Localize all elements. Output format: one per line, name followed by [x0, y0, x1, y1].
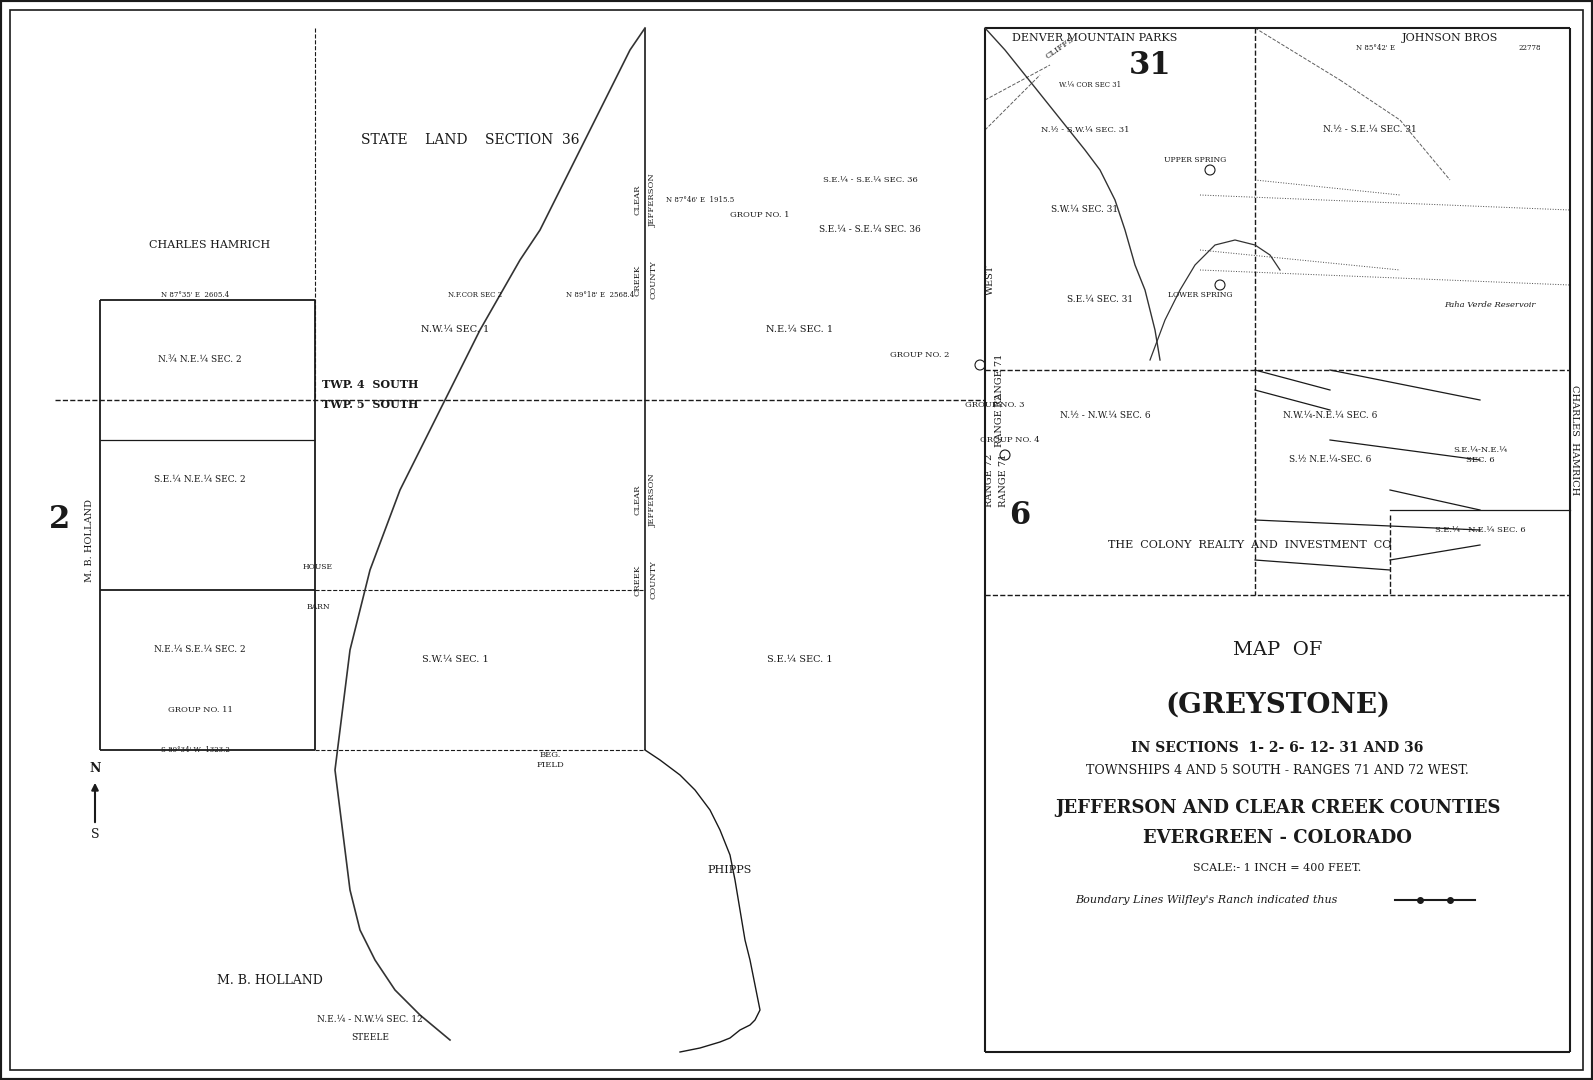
Text: RANGE 71: RANGE 71	[999, 454, 1007, 507]
Text: 2: 2	[49, 504, 70, 536]
Text: DENVER MOUNTAIN PARKS: DENVER MOUNTAIN PARKS	[1012, 33, 1177, 43]
Text: GROUP NO. 4: GROUP NO. 4	[980, 436, 1040, 444]
Text: JEFFERSON: JEFFERSON	[648, 473, 656, 527]
Text: GROUP NO. 1: GROUP NO. 1	[730, 211, 790, 219]
Text: TOWNSHIPS 4 AND 5 SOUTH - RANGES 71 AND 72 WEST.: TOWNSHIPS 4 AND 5 SOUTH - RANGES 71 AND …	[1086, 764, 1469, 777]
Text: CLEAR: CLEAR	[632, 185, 640, 215]
Text: GROUP NO. 3: GROUP NO. 3	[965, 401, 1024, 409]
Text: W.¼ COR SEC 31: W.¼ COR SEC 31	[1059, 81, 1121, 89]
Text: 22778: 22778	[1518, 44, 1542, 52]
Text: RANGE 72: RANGE 72	[996, 393, 1005, 447]
Text: S.½ N.E.¼-SEC. 6: S.½ N.E.¼-SEC. 6	[1289, 456, 1372, 464]
Text: GROUP NO. 2: GROUP NO. 2	[890, 351, 949, 359]
Text: S.E.¼ - N.E.¼ SEC. 6: S.E.¼ - N.E.¼ SEC. 6	[1435, 526, 1526, 534]
Text: GROUP NO. 11: GROUP NO. 11	[167, 706, 233, 714]
Text: S.W.¼ SEC. 1: S.W.¼ SEC. 1	[422, 656, 489, 664]
Text: COUNTY: COUNTY	[648, 260, 656, 299]
Text: Boundary Lines Wilfley's Ranch indicated thus: Boundary Lines Wilfley's Ranch indicated…	[1075, 895, 1338, 905]
Text: (GREYSTONE): (GREYSTONE)	[1164, 691, 1391, 718]
Text: SCALE:- 1 INCH = 400 FEET.: SCALE:- 1 INCH = 400 FEET.	[1193, 863, 1362, 873]
Text: N 85°42' E: N 85°42' E	[1356, 44, 1394, 52]
Text: M. B. HOLLAND: M. B. HOLLAND	[86, 499, 94, 581]
Text: S.E.¼ N.E.¼ SEC. 2: S.E.¼ N.E.¼ SEC. 2	[155, 475, 245, 485]
Text: S: S	[91, 828, 99, 841]
Text: N.E.¼ SEC. 1: N.E.¼ SEC. 1	[766, 325, 833, 335]
Text: N.½ - N.W.¼ SEC. 6: N.½ - N.W.¼ SEC. 6	[1059, 410, 1150, 419]
Text: S.E.¼ - S.E.¼ SEC. 36: S.E.¼ - S.E.¼ SEC. 36	[819, 226, 921, 234]
Text: N.E.¼ - N.W.¼ SEC. 12: N.E.¼ - N.W.¼ SEC. 12	[317, 1015, 422, 1025]
Text: JOHNSON BROS: JOHNSON BROS	[1402, 33, 1497, 43]
Text: LOWER SPRING: LOWER SPRING	[1168, 291, 1233, 299]
Text: S.W.¼ SEC. 31: S.W.¼ SEC. 31	[1051, 205, 1118, 215]
Text: N 87°35' E  2605.4: N 87°35' E 2605.4	[161, 291, 229, 299]
Text: UPPER SPRING: UPPER SPRING	[1164, 156, 1227, 164]
Text: N 89°18' E  2568.4: N 89°18' E 2568.4	[566, 291, 634, 299]
Text: S.E.¼ SEC. 31: S.E.¼ SEC. 31	[1067, 296, 1133, 305]
Text: 6: 6	[1010, 499, 1031, 530]
Text: PHIPPS: PHIPPS	[707, 865, 752, 875]
Text: EVERGREEN - COLORADO: EVERGREEN - COLORADO	[1144, 829, 1411, 847]
Text: N.F.COR SEC 2: N.F.COR SEC 2	[448, 291, 502, 299]
Text: CLIFFS: CLIFFS	[1043, 36, 1075, 60]
Text: STATE    LAND    SECTION  36: STATE LAND SECTION 36	[360, 133, 580, 147]
Text: N: N	[89, 761, 100, 774]
Text: TWP. 4  SOUTH: TWP. 4 SOUTH	[322, 379, 419, 391]
Text: JEFFERSON: JEFFERSON	[648, 173, 656, 227]
Text: STEELE: STEELE	[350, 1034, 389, 1042]
Text: WEST: WEST	[986, 265, 994, 295]
Text: RANGE 71: RANGE 71	[996, 353, 1005, 407]
Text: BARN: BARN	[306, 603, 330, 611]
Text: S.E.¼ SEC. 1: S.E.¼ SEC. 1	[768, 656, 833, 664]
Text: N.W.¼-N.E.¼ SEC. 6: N.W.¼-N.E.¼ SEC. 6	[1282, 410, 1378, 419]
Text: JEFFERSON AND CLEAR CREEK COUNTIES: JEFFERSON AND CLEAR CREEK COUNTIES	[1055, 799, 1501, 816]
Text: HOUSE: HOUSE	[303, 563, 333, 571]
Text: M. B. HOLLAND: M. B. HOLLAND	[217, 973, 323, 986]
Text: CREEK: CREEK	[632, 565, 640, 596]
Text: N.½ - S.W.¼ SEC. 31: N.½ - S.W.¼ SEC. 31	[1040, 126, 1129, 134]
Text: S 89°34' W  1323.2: S 89°34' W 1323.2	[161, 746, 229, 754]
Text: CHARLES  HAMRICH: CHARLES HAMRICH	[1571, 384, 1580, 495]
Text: N.½ - S.E.¼ SEC. 31: N.½ - S.E.¼ SEC. 31	[1324, 125, 1416, 135]
Text: CREEK: CREEK	[632, 265, 640, 296]
Text: N.E.¼ S.E.¼ SEC. 2: N.E.¼ S.E.¼ SEC. 2	[155, 646, 245, 654]
Text: RANGE 72: RANGE 72	[986, 454, 994, 507]
Text: S.E.¼ - S.E.¼ SEC. 36: S.E.¼ - S.E.¼ SEC. 36	[822, 176, 918, 184]
Text: 31: 31	[1129, 50, 1171, 81]
Text: THE  COLONY  REALTY  AND  INVESTMENT  CO: THE COLONY REALTY AND INVESTMENT CO	[1109, 540, 1392, 550]
Text: IN SECTIONS  1- 2- 6- 12- 31 AND 36: IN SECTIONS 1- 2- 6- 12- 31 AND 36	[1131, 741, 1424, 755]
Text: MAP  OF: MAP OF	[1233, 642, 1322, 659]
Text: BEG.
FIELD: BEG. FIELD	[537, 752, 564, 769]
Text: S.E.¼-N.E.¼
SEC. 6: S.E.¼-N.E.¼ SEC. 6	[1453, 446, 1507, 463]
Text: N.W.¼ SEC. 1: N.W.¼ SEC. 1	[421, 325, 489, 335]
Text: CLEAR: CLEAR	[632, 485, 640, 515]
Text: CHARLES HAMRICH: CHARLES HAMRICH	[150, 240, 271, 249]
Text: TWP. 5  SOUTH: TWP. 5 SOUTH	[322, 400, 419, 410]
Text: Paha Verde Reservoir: Paha Verde Reservoir	[1445, 301, 1536, 309]
Text: N.¾ N.E.¼ SEC. 2: N.¾ N.E.¼ SEC. 2	[158, 355, 242, 365]
Text: COUNTY: COUNTY	[648, 561, 656, 599]
Text: N 87°46' E  1915.5: N 87°46' E 1915.5	[666, 195, 734, 204]
